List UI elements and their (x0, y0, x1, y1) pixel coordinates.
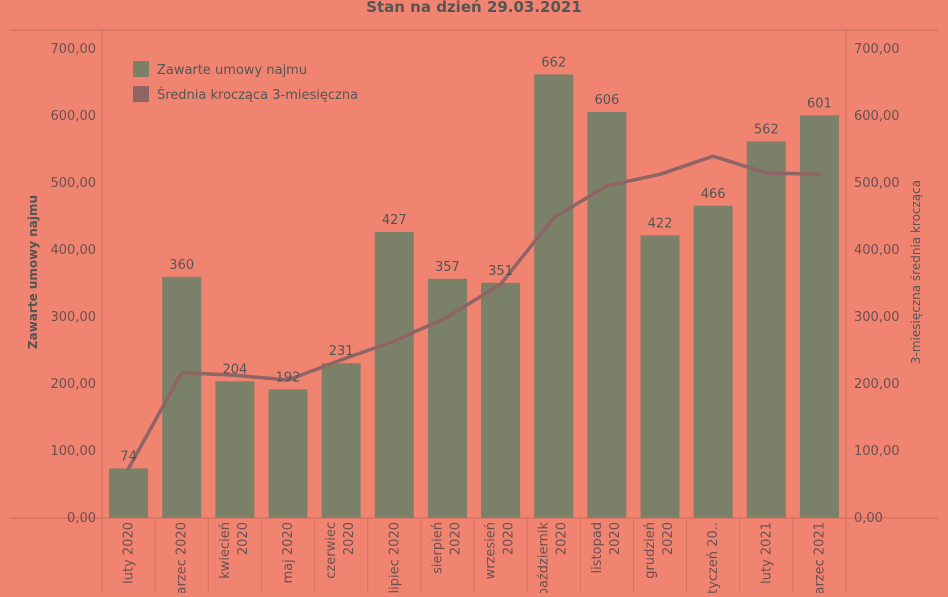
bar-data-label: 351 (488, 264, 513, 279)
bar-data-label: 427 (382, 213, 407, 228)
x-tick-label: grudzień (643, 522, 658, 579)
line-point (445, 315, 449, 319)
y-tick-label-right: 600,00 (854, 109, 900, 124)
bar-data-label: 601 (807, 96, 832, 111)
y-tick-label-left: 300,00 (51, 310, 97, 325)
bar-data-label: 422 (648, 216, 673, 231)
x-tick-label: marzec 2021 (812, 522, 827, 593)
bar-data-label: 357 (435, 260, 460, 275)
line-point (658, 172, 662, 176)
x-tick-label: 2020 (661, 522, 676, 555)
x-tick-label: 2020 (236, 522, 251, 555)
line-point (817, 172, 821, 176)
line-point (180, 371, 184, 375)
x-tick-label: 2020 (555, 522, 570, 555)
bar-data-label: 662 (541, 55, 566, 70)
y-axis-label-left: Zawarte umowy najmu (26, 195, 40, 349)
bar (374, 231, 414, 518)
line-point (233, 373, 237, 377)
legend-label-line: Średnia krocząca 3-miesięczna (157, 87, 358, 103)
bar-data-label: 360 (169, 258, 194, 273)
bar (109, 468, 149, 518)
y-tick-label-left: 500,00 (51, 176, 97, 191)
y-tick-label-right: 400,00 (854, 243, 900, 258)
bar-data-label: 231 (329, 344, 354, 359)
gridlines (101, 518, 847, 593)
bar (799, 115, 839, 518)
x-tick-label: październik (537, 522, 552, 593)
y-tick-label-right: 700,00 (854, 42, 900, 57)
y-tick-label-left: 0,00 (67, 511, 96, 526)
x-tick-label: lipiec 2020 (387, 522, 402, 593)
y-tick-label-right: 300,00 (854, 310, 900, 325)
legend-swatch-bars (133, 61, 149, 77)
line-series (126, 154, 822, 471)
y-tick-label-right: 0,00 (854, 511, 883, 526)
bar (481, 282, 521, 518)
y-tick-label-left: 700,00 (51, 42, 97, 57)
bar (587, 111, 627, 518)
y-tick-label-right: 200,00 (854, 377, 900, 392)
moving-average-line (126, 154, 822, 471)
x-tick-label: czerwiec (324, 522, 339, 579)
x-tick-label: 2020 (608, 522, 623, 555)
x-tick-label: 2020 (342, 522, 357, 555)
x-tick-labels: luty 2020 marzec 2020 kwiecień 2020 maj 2020… (122, 522, 828, 597)
x-tick-label: kwiecień (218, 522, 233, 579)
line-point (605, 184, 609, 188)
legend-label-bars: Zawarte umowy najmu (157, 63, 307, 78)
bar (321, 363, 361, 518)
y-tick-label-left: 200,00 (51, 377, 97, 392)
bar-series (109, 74, 839, 519)
bar-data-label: 606 (594, 93, 619, 108)
bar-data-label: 204 (222, 362, 247, 377)
bar-data-label: 192 (276, 370, 301, 385)
y-tick-label-left: 400,00 (51, 243, 97, 258)
bar (640, 235, 680, 518)
x-tick-label: maj 2020 (281, 522, 296, 583)
line-point (552, 216, 556, 220)
line-point (392, 339, 396, 343)
line-point (711, 154, 715, 158)
x-tick-label: wrzesień (484, 522, 499, 579)
bar (427, 278, 467, 518)
x-tick-label: luty 2021 (759, 522, 774, 584)
y-tick-label-right: 500,00 (854, 176, 900, 191)
y-tick-label-left: 100,00 (51, 444, 97, 459)
line-point (127, 466, 131, 470)
line-point (764, 171, 768, 175)
x-tick-label: styczeń 20.. (706, 522, 721, 593)
x-tick-label: 2020 (502, 522, 517, 555)
legend: Zawarte umowy najmu Średnia krocząca 3-m… (133, 61, 358, 103)
y-tick-label-left: 600,00 (51, 109, 97, 124)
bar-data-label: 74 (120, 449, 137, 464)
bar (268, 389, 308, 518)
y-axis-label-right: 3-miesięczna średnia krocząca (909, 180, 923, 364)
line-point (339, 358, 343, 362)
chart-title: Stan na dzień 29.03.2021 (366, 0, 582, 16)
bar (215, 381, 255, 518)
axes: 0,00 0,00 100,00 100,00 200,00 200,00 300,00 30… (10, 29, 938, 526)
x-tick-label: luty 2020 (122, 522, 137, 584)
line-point (286, 378, 290, 382)
bar (534, 74, 574, 519)
data-labels: 74 360 204 192 231 427 357 351 662 606 422 466 562 60… (120, 55, 832, 464)
bar (693, 205, 733, 518)
x-tick-label: listopad (590, 522, 605, 574)
bar-data-label: 562 (754, 122, 779, 137)
x-tick-label: marzec 2020 (175, 522, 190, 593)
x-tick-label: 2020 (448, 522, 463, 555)
x-tick-label: sierpień (430, 522, 445, 574)
bar-data-label: 466 (701, 187, 726, 202)
y-tick-label-right: 100,00 (854, 444, 900, 459)
line-point (499, 282, 503, 286)
legend-swatch-line (133, 86, 149, 102)
bar (746, 141, 786, 518)
